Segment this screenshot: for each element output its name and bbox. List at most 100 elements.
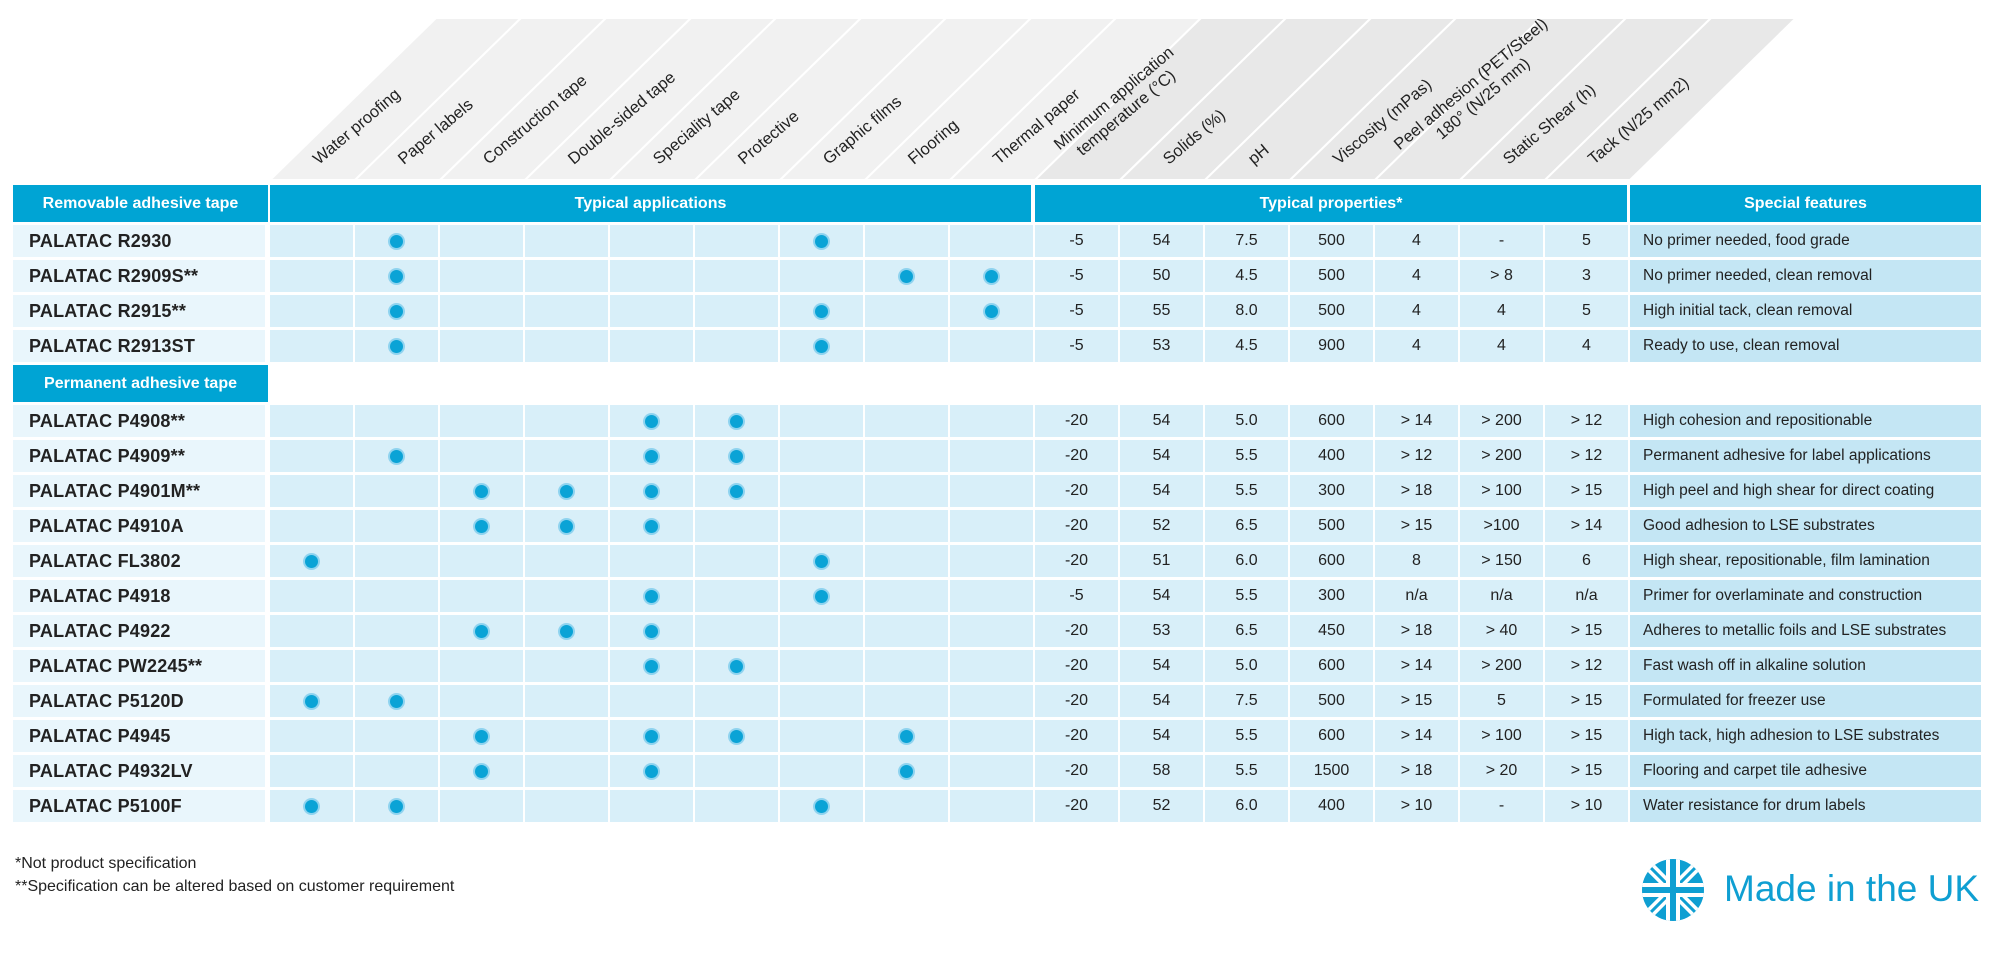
property-cell: 500	[1290, 685, 1373, 717]
property-cell: n/a	[1375, 580, 1458, 612]
application-cell	[270, 755, 353, 787]
application-dot	[730, 414, 743, 428]
product-name: PALATAC R2909S**	[13, 260, 265, 292]
made-in-uk-text: Made in the UK	[1724, 868, 1980, 909]
property-cell: > 12	[1545, 405, 1628, 437]
application-dot	[645, 659, 658, 673]
property-cell: 54	[1120, 685, 1203, 717]
application-dot	[390, 304, 403, 318]
application-cell	[950, 720, 1033, 752]
property-cell: > 40	[1460, 615, 1543, 647]
property-cell: 5.5	[1205, 755, 1288, 787]
property-cell: > 14	[1375, 405, 1458, 437]
application-cell	[865, 295, 948, 327]
property-cell: 6.0	[1205, 790, 1288, 822]
application-dot	[475, 484, 488, 498]
application-cell	[440, 330, 523, 362]
application-cell	[865, 685, 948, 717]
property-cell: 5.0	[1205, 405, 1288, 437]
application-cell	[780, 790, 863, 822]
property-cell: 54	[1120, 440, 1203, 472]
application-cell	[525, 650, 608, 682]
property-cell: 4	[1460, 295, 1543, 327]
application-cell	[270, 580, 353, 612]
application-cell	[525, 475, 608, 507]
table-row: PALATAC P4932LV -20 58 5.5 1500 > 18 > 20 > 15 F…	[13, 755, 1981, 787]
application-dot	[645, 589, 658, 603]
application-cell	[610, 755, 693, 787]
application-cell	[865, 755, 948, 787]
application-cell	[610, 615, 693, 647]
product-name: PALATAC P4910A	[13, 510, 265, 542]
application-dot	[815, 554, 828, 568]
property-cell: 500	[1290, 510, 1373, 542]
product-name: PALATAC P4901M**	[13, 475, 265, 507]
application-cell	[525, 720, 608, 752]
application-cell	[865, 510, 948, 542]
property-cell: 54	[1120, 650, 1203, 682]
property-cell: 54	[1120, 405, 1203, 437]
product-name: PALATAC R2913ST	[13, 330, 265, 362]
application-cell	[780, 330, 863, 362]
property-cell: 3	[1545, 260, 1628, 292]
property-cell: > 12	[1375, 440, 1458, 472]
applications-banner: Typical applications	[270, 185, 1031, 222]
application-cell	[695, 545, 778, 577]
application-dot	[645, 449, 658, 463]
application-cell	[950, 685, 1033, 717]
application-cell	[610, 790, 693, 822]
application-cell	[950, 755, 1033, 787]
application-cell	[780, 510, 863, 542]
application-cell	[525, 685, 608, 717]
application-dot	[390, 269, 403, 283]
property-cell: > 12	[1545, 440, 1628, 472]
property-cell: 4.5	[1205, 330, 1288, 362]
application-cell	[270, 720, 353, 752]
application-cell	[525, 545, 608, 577]
property-cell: > 18	[1375, 615, 1458, 647]
application-cell	[950, 615, 1033, 647]
application-cell	[355, 685, 438, 717]
property-cell: -20	[1035, 510, 1118, 542]
application-cell	[950, 790, 1033, 822]
application-cell	[355, 580, 438, 612]
application-cell	[695, 330, 778, 362]
table-row: PALATAC R2930 -5 54 7.5 500 4-5 No primer need…	[13, 225, 1981, 257]
application-cell	[695, 580, 778, 612]
application-cell	[695, 405, 778, 437]
property-cell: > 100	[1460, 720, 1543, 752]
application-cell	[270, 330, 353, 362]
property-cell: 600	[1290, 405, 1373, 437]
property-cell: > 200	[1460, 650, 1543, 682]
property-cell: -5	[1035, 295, 1118, 327]
application-dot	[730, 484, 743, 498]
application-cell	[525, 615, 608, 647]
property-cell: > 200	[1460, 440, 1543, 472]
application-cell	[355, 225, 438, 257]
application-cell	[950, 650, 1033, 682]
table-row: PALATAC P4910A -20 52 6.5 500 > 15 >100 > 14 Goo…	[13, 510, 1981, 542]
application-cell	[610, 225, 693, 257]
property-cell: 7.5	[1205, 685, 1288, 717]
property-cell: > 20	[1460, 755, 1543, 787]
application-dot	[730, 449, 743, 463]
application-cell	[610, 260, 693, 292]
property-cell: 54	[1120, 720, 1203, 752]
property-cell: 8.0	[1205, 295, 1288, 327]
application-cell	[780, 475, 863, 507]
application-cell	[525, 405, 608, 437]
property-cell: > 15	[1545, 755, 1628, 787]
application-cell	[440, 755, 523, 787]
special-feature: High initial tack, clean removal	[1630, 295, 1981, 327]
product-name: PALATAC R2930	[13, 225, 265, 257]
application-dot	[645, 729, 658, 743]
application-cell	[695, 260, 778, 292]
application-cell	[610, 650, 693, 682]
removable-banner: Removable adhesive tape	[13, 185, 268, 222]
special-feature: Permanent adhesive for label application…	[1630, 440, 1981, 472]
application-cell	[440, 475, 523, 507]
application-cell	[950, 260, 1033, 292]
property-cell: 500	[1290, 260, 1373, 292]
application-cell	[440, 545, 523, 577]
property-cell: -20	[1035, 475, 1118, 507]
